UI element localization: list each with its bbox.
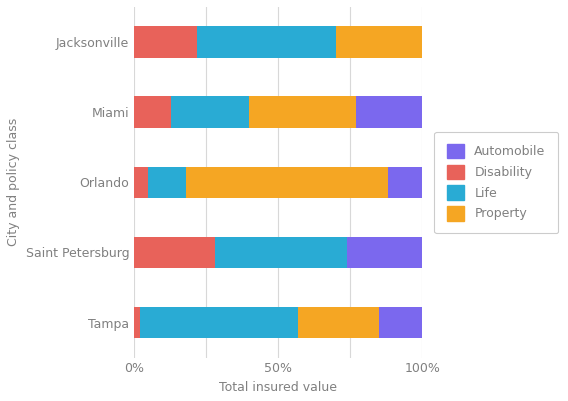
Bar bbox=[298, 307, 379, 338]
Bar bbox=[148, 166, 186, 198]
Bar bbox=[140, 307, 298, 338]
Bar bbox=[134, 166, 148, 198]
Bar bbox=[134, 307, 140, 338]
Bar bbox=[172, 96, 249, 128]
Bar bbox=[198, 26, 336, 58]
Bar bbox=[379, 307, 422, 338]
Bar bbox=[186, 166, 387, 198]
X-axis label: Total insured value: Total insured value bbox=[219, 381, 337, 394]
Bar bbox=[134, 237, 215, 268]
Bar bbox=[387, 166, 422, 198]
Y-axis label: City and policy class: City and policy class bbox=[7, 118, 20, 247]
Bar bbox=[215, 237, 347, 268]
Legend: Automobile, Disability, Life, Property: Automobile, Disability, Life, Property bbox=[435, 132, 558, 233]
Bar bbox=[134, 26, 198, 58]
Bar bbox=[336, 26, 422, 58]
Bar bbox=[356, 96, 422, 128]
Bar bbox=[347, 237, 422, 268]
Bar bbox=[134, 96, 172, 128]
Bar bbox=[249, 96, 356, 128]
